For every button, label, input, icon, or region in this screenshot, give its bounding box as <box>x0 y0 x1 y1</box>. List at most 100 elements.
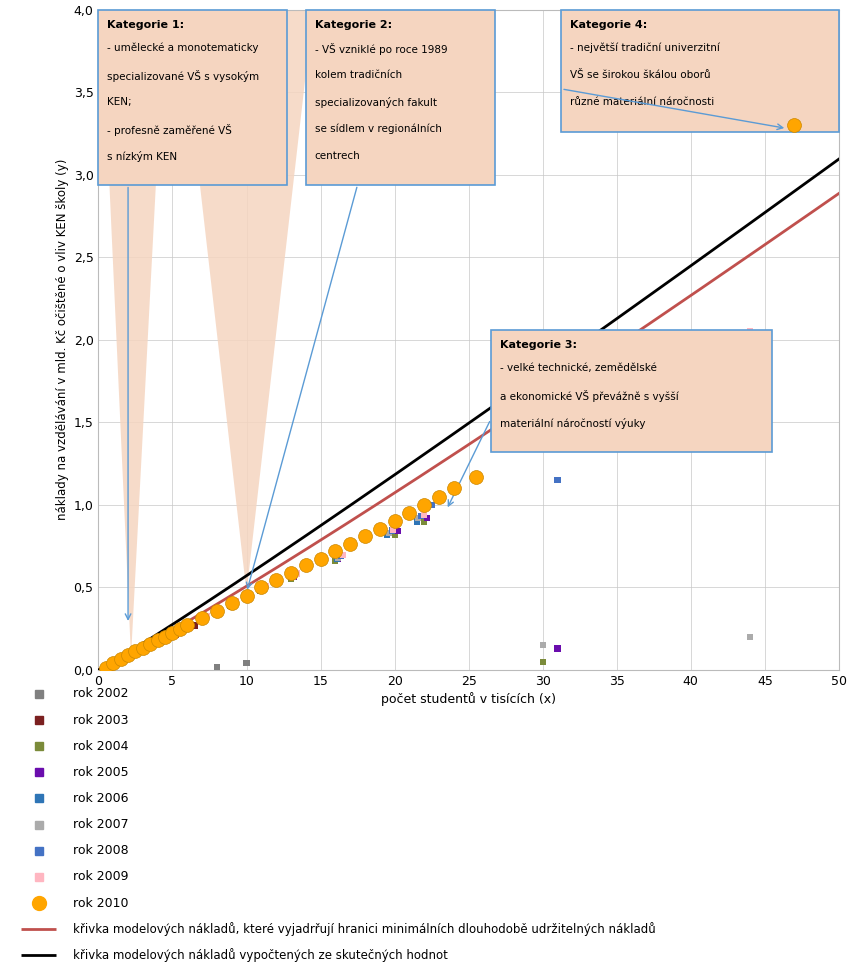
Text: různé materiální náročnosti: různé materiální náročnosti <box>570 97 715 107</box>
Point <box>254 581 268 597</box>
Point <box>336 548 349 563</box>
Point <box>385 522 399 538</box>
Point <box>116 649 130 664</box>
Point <box>343 536 357 551</box>
Point <box>418 514 431 529</box>
Point <box>258 581 271 597</box>
Point <box>240 656 253 671</box>
Point <box>132 642 146 657</box>
Point <box>195 613 209 629</box>
Text: rok 2002: rok 2002 <box>73 687 128 700</box>
Point <box>110 654 124 669</box>
Point <box>120 648 134 663</box>
Point <box>536 637 550 653</box>
Text: specializovaných fakult: specializovaných fakult <box>315 96 437 108</box>
Point <box>550 472 564 488</box>
Text: rok 2007: rok 2007 <box>73 818 128 831</box>
Point <box>169 627 182 642</box>
Point <box>110 654 123 669</box>
Point <box>108 654 122 669</box>
Point <box>151 634 164 650</box>
Text: - profesně zaměřené VŠ: - profesně zaměřené VŠ <box>107 123 232 136</box>
Point <box>116 651 129 666</box>
Point <box>331 550 345 566</box>
Point <box>99 659 113 675</box>
Point <box>164 628 178 643</box>
FancyBboxPatch shape <box>490 330 772 452</box>
Point <box>195 611 209 627</box>
Point <box>102 658 116 674</box>
Point <box>284 565 298 580</box>
Point <box>142 638 156 654</box>
Point <box>151 632 164 648</box>
Text: rok 2006: rok 2006 <box>73 792 128 805</box>
Point <box>253 583 267 599</box>
Point <box>536 654 550 669</box>
Point <box>228 594 241 609</box>
Point <box>110 654 123 669</box>
Point <box>329 544 342 559</box>
Point <box>165 627 180 642</box>
Point <box>114 652 128 667</box>
Text: rok 2004: rok 2004 <box>73 739 128 753</box>
Point <box>98 660 111 676</box>
Polygon shape <box>180 10 313 593</box>
Text: křivka modelových nákladů, které vyjadrřují hranici minimálních dlouhodobě udrži: křivka modelových nákladů, které vyjadrř… <box>73 923 656 936</box>
Point <box>223 598 237 613</box>
Point <box>134 642 148 657</box>
Point <box>110 654 124 669</box>
Point <box>199 609 212 625</box>
Point <box>108 655 122 670</box>
Point <box>402 505 416 521</box>
Point <box>290 566 304 581</box>
Point <box>154 633 168 649</box>
Point <box>120 648 134 663</box>
Point <box>114 652 128 667</box>
Point <box>134 641 148 656</box>
Point <box>388 527 401 543</box>
Point <box>187 618 201 633</box>
Point <box>108 655 122 670</box>
Point <box>331 550 345 566</box>
Point <box>116 651 129 666</box>
Point <box>788 118 801 133</box>
Text: - největší tradiční univerzitní: - největší tradiční univerzitní <box>570 42 720 53</box>
Point <box>410 514 424 529</box>
Point <box>425 497 438 513</box>
Text: - velké technické, zemědělské: - velké technické, zemědělské <box>500 362 657 373</box>
Point <box>329 553 342 569</box>
Point <box>116 651 129 666</box>
Point <box>99 659 113 675</box>
Point <box>99 659 113 675</box>
Point <box>165 628 180 643</box>
Point <box>104 657 117 673</box>
Text: materiální náročností výuky: materiální náročností výuky <box>500 417 645 429</box>
Point <box>133 642 146 657</box>
Point <box>743 629 757 645</box>
Text: kolem tradičních: kolem tradičních <box>315 69 401 80</box>
Point <box>114 652 128 667</box>
Point <box>99 659 113 675</box>
Point <box>122 648 136 663</box>
Point <box>104 657 117 673</box>
Point <box>335 549 348 564</box>
FancyBboxPatch shape <box>98 10 288 185</box>
Point <box>225 596 239 611</box>
Text: se sídlem v regionálních: se sídlem v regionálních <box>315 123 442 134</box>
Text: Kategorie 1:: Kategorie 1: <box>107 19 184 30</box>
Point <box>580 440 594 455</box>
Text: rok 2010: rok 2010 <box>73 897 128 910</box>
Point <box>229 593 243 608</box>
Point <box>254 579 268 595</box>
Point <box>134 641 148 656</box>
Point <box>330 550 344 566</box>
Point <box>469 469 483 485</box>
Point <box>106 656 120 671</box>
Point <box>286 569 300 584</box>
Point <box>133 642 146 657</box>
Point <box>382 525 395 541</box>
Point <box>139 638 152 654</box>
Text: specializované VŠ s vysokým: specializované VŠ s vysokým <box>107 69 259 82</box>
Point <box>128 643 142 658</box>
Point <box>149 634 163 650</box>
